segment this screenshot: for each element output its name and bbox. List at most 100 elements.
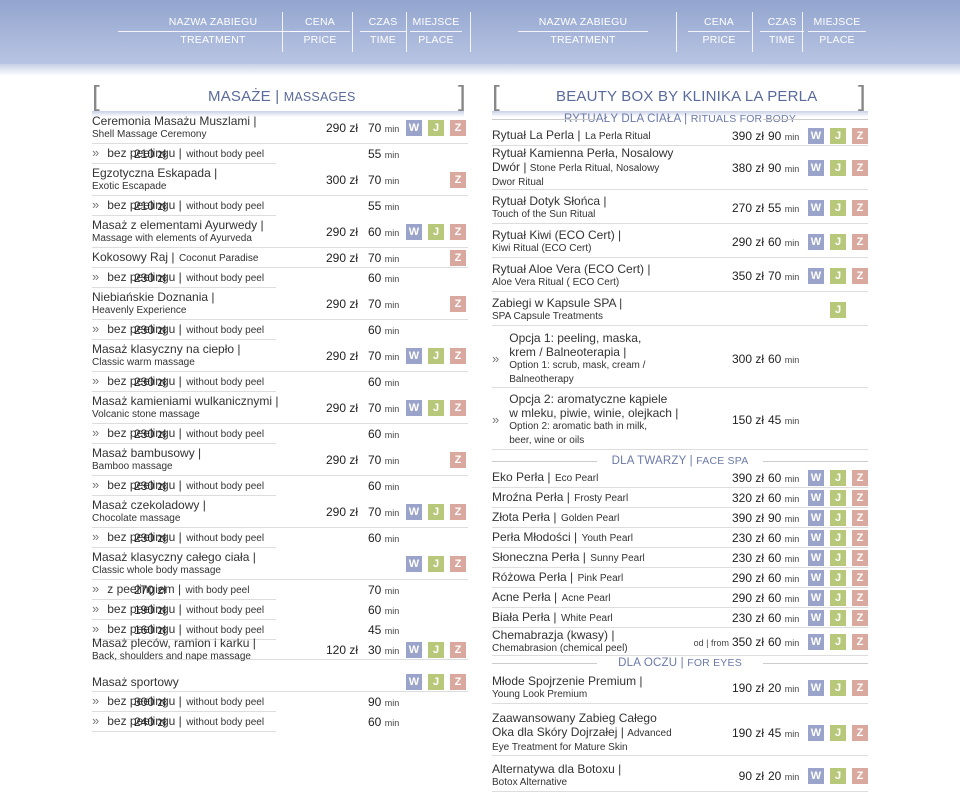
place-badge-J: J — [428, 673, 444, 690]
table-header: NAZWA ZABIEGU TREATMENT CENA PRICE CZAS TIME M… — [0, 0, 960, 64]
list-item: » bez peelingu | without body peel 240 zł 6… — [92, 712, 399, 732]
name-pl: Zaawansowany Zabieg Całego — [492, 710, 657, 725]
name-pl: Ceremonia Masażu Muszlami | — [92, 113, 257, 128]
name-pl: Słoneczna Perła | — [492, 549, 586, 564]
treatment-name: Masaż klasyczny całego ciała | Classic wh… — [92, 550, 256, 578]
price: 120 zł — [326, 643, 358, 657]
header-col-0: NAZWA ZABIEGU TREATMENT — [118, 14, 308, 50]
duration-unit: min — [384, 227, 400, 238]
price-value: 190 zł — [731, 725, 764, 740]
price: 230 zł — [134, 323, 166, 337]
list-item: Masaż kamieniami wulkanicznymi | Volcanic… — [92, 392, 468, 424]
header-divider — [470, 12, 471, 52]
name-en: without body peel — [186, 428, 265, 440]
duration-unit: min — [384, 325, 400, 336]
arrow-icon: » — [92, 528, 100, 544]
duration: 55 min — [368, 147, 399, 161]
duration: 60 min — [368, 271, 399, 285]
price: 290 zł — [732, 591, 764, 605]
price: 190 zł — [732, 681, 764, 695]
duration: 60 min — [768, 531, 799, 545]
header-divider — [676, 12, 677, 52]
duration-unit: min — [784, 613, 800, 624]
duration: 55 min — [368, 199, 399, 213]
duration-value: 20 — [768, 768, 782, 783]
treatment-name: » bez peelingu | without body peel — [92, 713, 264, 730]
duration-unit: min — [384, 253, 400, 264]
price: 230 zł — [134, 427, 166, 441]
name-en: Advanced — [627, 727, 672, 739]
place-badge-Z: Z — [852, 767, 868, 784]
duration-unit: min — [784, 637, 800, 648]
duration-value: 60 — [368, 270, 382, 285]
place-badge-Z: Z — [852, 489, 868, 506]
name-pl: Biała Perła | — [492, 609, 557, 624]
price-value: 230 zł — [133, 270, 166, 285]
treatment-name: Masaż pleców, ramion i karku | Back, shou… — [92, 636, 256, 664]
treatment-name: Młode Spojrzenie Premium | Young Look Pre… — [492, 674, 643, 702]
duration-value: 60 — [368, 426, 382, 441]
place-badge-W: W — [808, 724, 824, 741]
duration-unit: min — [384, 585, 400, 596]
place-badge-Z: Z — [852, 679, 868, 696]
duration-unit: min — [784, 203, 800, 214]
treatment-name: » Opcja 1: peeling, maska, krem / Balneote… — [492, 331, 645, 387]
duration: 20 min — [768, 769, 799, 783]
duration: 70 min — [368, 121, 399, 135]
arrow-icon: » — [92, 424, 100, 440]
place-badge-W: W — [808, 609, 824, 626]
duration: 70 min — [368, 453, 399, 467]
treatment-name: Ceremonia Masażu Muszlami | Shell Massage… — [92, 114, 257, 142]
price: 230 zł — [134, 375, 166, 389]
name-pl: Oka dla Skóry Dojrzałej | — [492, 724, 624, 739]
price-value: 90 zł — [738, 768, 764, 783]
name-en: Classic whole body massage — [92, 564, 221, 576]
list-item: Chemabrazja (kwasy) | Chemabrasion (chemi… — [492, 628, 868, 656]
list-item: » Opcja 1: peeling, maska, krem / Balneote… — [492, 330, 868, 388]
treatment-name: » z peelingiem | with body peel — [92, 581, 249, 598]
header-col-3: MIEJSCE PLACE — [410, 14, 462, 50]
price-value: 270 zł — [731, 200, 764, 215]
list-item: » Opcja 2: aromatyczne kąpiele w mleku, pi… — [492, 390, 868, 450]
place-badge-Z: Z — [450, 555, 466, 572]
name-pl: Złota Perła | — [492, 509, 557, 524]
duration-unit: min — [784, 415, 800, 426]
section-heading: RYTUAŁY DLA CIAŁA | RITUALS FOR BODY — [492, 112, 868, 126]
place-badge-Z: Z — [852, 267, 868, 284]
price-value: 160 zł — [133, 622, 166, 637]
duration-value: 90 — [768, 160, 782, 175]
treatment-name: Zaawansowany Zabieg Całego Oka dla Skóry … — [492, 711, 672, 755]
name-pl: Rytuał La Perla | — [492, 127, 581, 142]
name-en: without body peel — [186, 532, 265, 544]
price: 160 zł — [134, 623, 166, 637]
duration: 45 min — [768, 413, 799, 427]
price: 270 zł — [134, 583, 166, 597]
list-item: Masaż klasyczny na ciepło | Classic warm … — [92, 340, 468, 372]
arrow-icon: » — [492, 411, 500, 427]
name-en: Chocolate massage — [92, 512, 181, 524]
duration-value: 60 — [768, 530, 782, 545]
list-item: Alternatywa dla Botoxu | Botox Alternativ… — [492, 760, 868, 792]
treatment-name: » bez peelingu | without body peel — [92, 424, 265, 442]
place-badge-W: W — [406, 673, 422, 690]
section-en: FOR EYES — [687, 657, 742, 669]
title-bar — [92, 111, 464, 117]
place-badge-Z: Z — [852, 529, 868, 546]
list-item: » bez peelingu | without body peel 210 zł 5… — [92, 144, 399, 164]
duration-unit: min — [384, 377, 400, 388]
price: 230 zł — [732, 531, 764, 545]
place-badge-J: J — [830, 549, 846, 566]
duration-unit: min — [784, 163, 800, 174]
place-badge-W: W — [808, 159, 824, 176]
duration-value: 60 — [368, 322, 382, 337]
place-badge-J: J — [830, 159, 846, 176]
list-item: Złota Perła | Golden Pearl 390 zł 90 min W J… — [492, 508, 868, 528]
duration-unit: min — [784, 493, 800, 504]
price-value: 190 zł — [133, 602, 166, 617]
price: 320 zł — [732, 491, 764, 505]
duration-unit: min — [384, 429, 400, 440]
duration-value: 90 — [768, 128, 782, 143]
place-badge-Z: Z — [852, 233, 868, 250]
price: 190 zł — [134, 603, 166, 617]
header-label-en: PLACE — [418, 34, 454, 46]
